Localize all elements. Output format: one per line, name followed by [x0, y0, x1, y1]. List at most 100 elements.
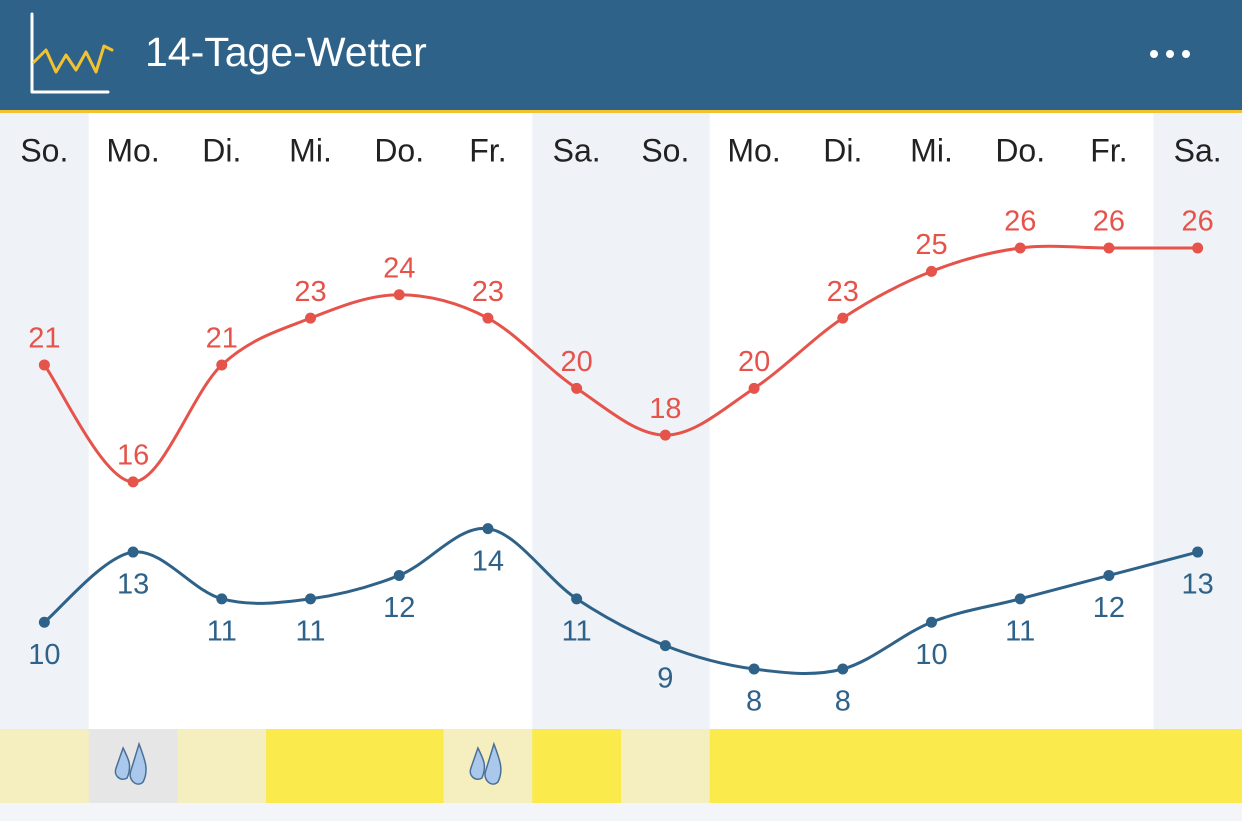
weather-cell [1153, 729, 1242, 803]
day-label: Do. [374, 132, 424, 168]
temperature-point [1014, 593, 1026, 605]
temperature-point [1014, 242, 1026, 254]
day-label: Fr. [1090, 132, 1127, 168]
temperature-point [1103, 242, 1115, 254]
temperature-point [1192, 242, 1204, 254]
day-label: Mi. [910, 132, 953, 168]
header-title: 14-Tage-Wetter [145, 29, 427, 75]
day-label: Fr. [469, 132, 506, 168]
day-column [1153, 113, 1242, 729]
temperature-label: 23 [472, 276, 504, 308]
temperature-point [926, 265, 937, 277]
more-menu[interactable] [1150, 50, 1190, 58]
day-column [266, 113, 356, 729]
temperature-label: 18 [649, 393, 681, 425]
temperature-label: 26 [1004, 206, 1036, 238]
temperature-point [127, 546, 139, 558]
temperature-point [216, 359, 228, 371]
temperature-point [926, 616, 937, 628]
day-column [798, 113, 888, 729]
temperature-label: 14 [472, 545, 504, 577]
weather-cell [1064, 729, 1154, 803]
day-column [177, 113, 267, 729]
day-label: Sa. [1174, 132, 1222, 168]
temperature-label: 11 [562, 615, 592, 647]
day-label: Mi. [289, 132, 332, 168]
day-label: So. [20, 132, 68, 168]
day-column [975, 113, 1066, 729]
day-label: Sa. [553, 132, 601, 168]
temperature-point [659, 640, 671, 652]
drop [469, 746, 486, 780]
temperature-label: 11 [207, 615, 237, 647]
day-label: Di. [202, 132, 241, 168]
temperature-point [305, 593, 316, 605]
temperature-point [837, 663, 849, 675]
temperature-point [393, 289, 405, 301]
temperature-label: 10 [28, 639, 60, 671]
temperature-point [38, 359, 50, 371]
day-label: So. [641, 132, 689, 168]
rain-icon [469, 741, 502, 785]
temperature-point [571, 593, 583, 605]
temperature-point [305, 312, 316, 324]
temperature-label: 21 [206, 323, 238, 355]
drop [484, 741, 502, 785]
temperature-label: 20 [738, 346, 770, 378]
temperature-point [482, 312, 494, 324]
temperature-point [127, 476, 139, 488]
temperature-label: 11 [295, 615, 325, 647]
weather-strip [0, 729, 1242, 803]
temperature-label: 8 [746, 686, 762, 718]
weather-cell [798, 729, 888, 803]
day-column [887, 113, 977, 729]
day-columns [0, 113, 1242, 729]
temperature-point [482, 523, 494, 535]
temperature-label: 9 [657, 662, 673, 694]
temperature-label: 25 [915, 229, 947, 261]
temperature-label: 21 [28, 323, 60, 355]
temperature-label: 16 [117, 440, 149, 472]
day-column [1064, 113, 1154, 729]
weather-cell [887, 729, 977, 803]
drop [129, 741, 147, 785]
temperature-point [38, 616, 50, 628]
day-column [443, 113, 533, 729]
day-column [621, 113, 711, 729]
temperature-point [1192, 546, 1204, 558]
temperature-label: 26 [1182, 206, 1214, 238]
weather-cell [354, 729, 445, 803]
day-column [709, 113, 799, 729]
temperature-point [393, 569, 405, 581]
day-column [354, 113, 445, 729]
temperature-point [837, 312, 849, 324]
weather-cell [532, 729, 622, 803]
temperature-point [748, 663, 760, 675]
temperature-label: 24 [383, 252, 415, 284]
weather-cell [709, 729, 799, 803]
temperature-point [659, 429, 671, 441]
weather-cell [975, 729, 1066, 803]
day-label: Mo. [727, 132, 780, 168]
temperature-point [571, 382, 583, 394]
temperature-point [216, 593, 228, 605]
day-label: Do. [995, 132, 1045, 168]
app-icon [30, 12, 114, 94]
temperature-label: 20 [561, 346, 593, 378]
weather-cell [266, 729, 356, 803]
temperature-label: 12 [383, 592, 415, 624]
temperature-label: 13 [1182, 569, 1214, 601]
rain-icon [114, 741, 147, 785]
temperature-label: 10 [915, 639, 947, 671]
day-column [88, 113, 178, 729]
temperature-label: 8 [835, 686, 851, 718]
temperature-label: 23 [294, 276, 326, 308]
weather-cell [0, 729, 90, 803]
day-label: Mo. [106, 132, 159, 168]
drop [114, 746, 131, 780]
chart: So. Mo. Di. Mi. Do. Fr. Sa. So. Mo. Di. Mi. Do. Fr. S… [20, 132, 1221, 717]
temperature-point [748, 382, 760, 394]
temperature-label: 23 [827, 276, 859, 308]
header-bar [0, 0, 1242, 110]
